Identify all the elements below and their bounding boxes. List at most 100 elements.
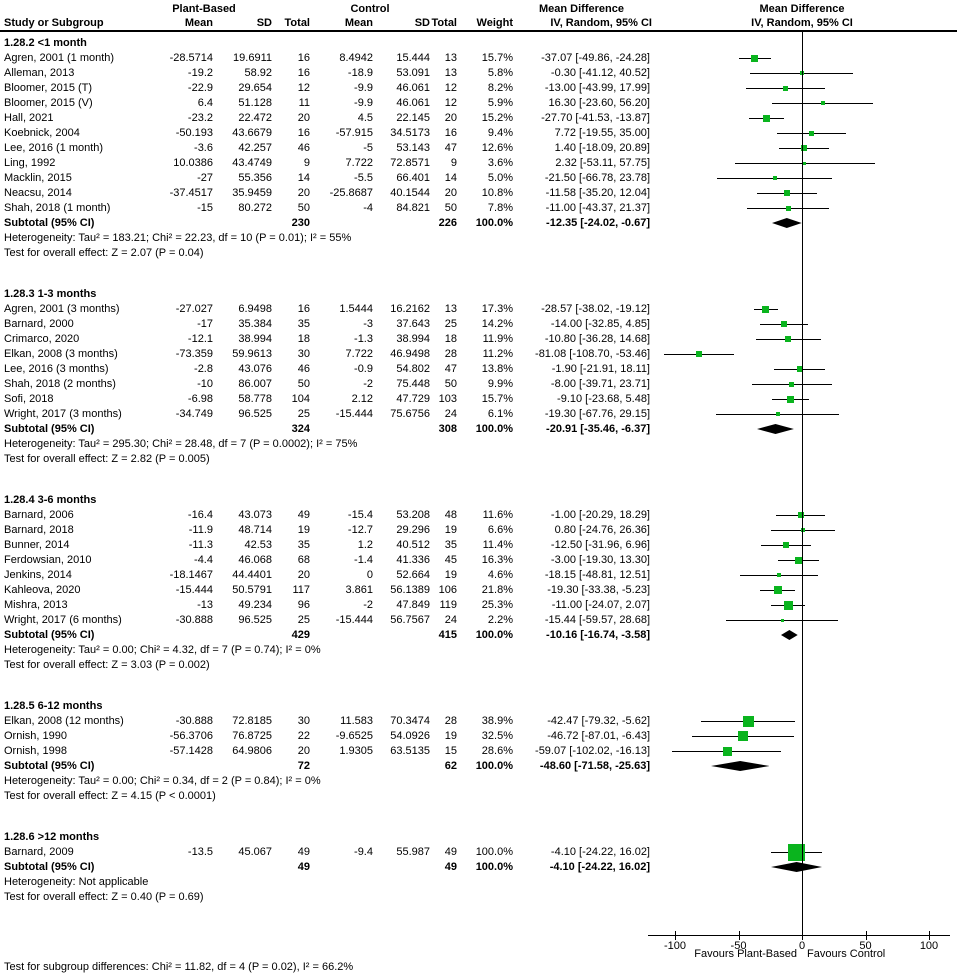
x-tick	[675, 931, 676, 940]
x-tick	[802, 931, 803, 940]
mean-control: -12.7	[347, 524, 373, 536]
total-plant: 30	[297, 348, 310, 360]
section-label: 1.28.6 >12 months	[4, 831, 100, 843]
md-ci-text: -8.00 [-39.71, 23.71]	[550, 378, 650, 390]
sd-control: 53.091	[396, 67, 430, 79]
md-ci-text: -37.07 [-49.86, -24.28]	[541, 52, 650, 64]
effect-square	[784, 190, 791, 196]
study-name: Ling, 1992	[4, 157, 56, 169]
mean-plant: -2.8	[194, 363, 213, 375]
mean-control: 0	[366, 569, 373, 581]
sd-plant: 44.4401	[232, 569, 272, 581]
study-row: Wright, 2017 (3 months) -34.749 96.525 25 -1…	[0, 407, 660, 422]
effect-square	[786, 395, 794, 403]
effect-square	[781, 321, 788, 327]
heterogeneity-row: Heterogeneity: Tau² = 0.00; Chi² = 4.32,…	[0, 643, 660, 658]
md-ci-text: -15.44 [-59.57, 28.68]	[544, 614, 650, 626]
mean-control: -2	[363, 599, 373, 611]
total-control: 19	[444, 730, 457, 742]
mean-control: 7.722	[345, 157, 373, 169]
sd-plant: 45.067	[238, 846, 272, 858]
sd-plant: 59.9613	[232, 348, 272, 360]
weight: 14.2%	[481, 318, 513, 330]
study-name: Shah, 2018 (1 month)	[4, 202, 111, 214]
total-control: 49	[444, 846, 457, 858]
sd-plant: 96.525	[238, 408, 272, 420]
sd-control: 63.5135	[390, 745, 430, 757]
mean-control: 4.5	[357, 112, 373, 124]
study-row: Kahleova, 2020 -15.444 50.5791 117 3.861 56.1…	[0, 583, 660, 598]
study-name: Lee, 2016 (3 months)	[4, 363, 109, 375]
study-name: Lee, 2016 (1 month)	[4, 142, 104, 154]
sd-plant: 48.714	[238, 524, 272, 536]
weight: 9.4%	[487, 127, 513, 139]
effect-square	[794, 556, 802, 564]
mean-control: -9.9	[354, 82, 373, 94]
sd-plant: 96.525	[238, 614, 272, 626]
mean-plant: -13.5	[187, 846, 213, 858]
effect-square	[789, 381, 795, 387]
mean-plant: -34.749	[175, 408, 213, 420]
weight: 5.8%	[487, 67, 513, 79]
effect-square	[762, 305, 770, 313]
study-row: Macklin, 2015 -27 55.356 14 -5.5 66.401 14 5.0%…	[0, 171, 660, 186]
subtotal-diamond	[711, 761, 770, 771]
heterogeneity-row: Heterogeneity: Tau² = 295.30; Chi² = 28.…	[0, 437, 660, 452]
weight: 4.6%	[487, 569, 513, 581]
sd-plant: 35.384	[238, 318, 272, 330]
total-plant: 117	[292, 584, 310, 596]
sd-control: 75.448	[396, 378, 430, 390]
zero-line	[802, 32, 803, 935]
mean-plant: -10	[197, 378, 213, 390]
sd-control: 75.6756	[390, 408, 430, 420]
effect-square	[783, 600, 793, 610]
overall-effect-row: Test for overall effect: Z = 2.07 (P = 0…	[0, 246, 660, 261]
total-control: 18	[444, 333, 457, 345]
sd-plant: 19.6911	[233, 52, 272, 64]
study-name: Hall, 2021	[4, 112, 54, 124]
header-total-control: Total	[431, 17, 457, 29]
sd-control: 34.5173	[390, 127, 430, 139]
study-name: Elkan, 2008 (12 months)	[4, 715, 124, 727]
study-name: Agren, 2001 (1 month)	[4, 52, 115, 64]
study-row: Barnard, 2000 -17 35.384 35 -3 37.643 25 14.2% -…	[0, 317, 660, 332]
subtotal-diamond	[780, 630, 798, 640]
sd-plant: 43.6679	[232, 127, 272, 139]
subtotal-weight: 100.0%	[475, 861, 513, 873]
header-method-plot: IV, Random, 95% CI	[751, 17, 853, 29]
total-plant: 96	[297, 599, 310, 611]
subtotal-label: Subtotal (95% CI)	[4, 629, 95, 641]
header-weight: Weight	[476, 17, 513, 29]
sd-control: 46.061	[396, 82, 430, 94]
overall-effect-text: Test for overall effect: Z = 0.40 (P = 0…	[4, 891, 204, 903]
sd-plant: 43.073	[238, 509, 272, 521]
mean-plant: -50.193	[175, 127, 213, 139]
sd-control: 53.143	[396, 142, 430, 154]
total-control: 13	[444, 67, 457, 79]
study-row: Lee, 2016 (3 months) -2.8 43.076 46 -0.9 54.8…	[0, 362, 660, 377]
section-label-row: 1.28.6 >12 months	[0, 830, 660, 845]
sd-plant: 58.778	[238, 393, 272, 405]
heterogeneity-text: Heterogeneity: Tau² = 0.00; Chi² = 0.34,…	[4, 775, 321, 787]
effect-square	[772, 176, 777, 180]
mean-plant: -37.4517	[169, 187, 213, 199]
study-row: Ferdowsian, 2010 -4.4 46.068 68 -1.4 41.336 45…	[0, 553, 660, 568]
study-name: Barnard, 2009	[4, 846, 74, 858]
subtotal-md-ci-text: -48.60 [-71.58, -25.63]	[539, 760, 650, 772]
section-label: 1.28.2 <1 month	[4, 37, 87, 49]
sd-plant: 43.4749	[232, 157, 272, 169]
total-plant: 68	[297, 554, 310, 566]
subtotal-diamond	[757, 424, 794, 434]
total-control: 13	[444, 303, 457, 315]
study-row: Barnard, 2006 -16.4 43.073 49 -15.4 53.208 48 1…	[0, 508, 660, 523]
sd-control: 46.9498	[390, 348, 430, 360]
header-plant-based-group: Plant-Based	[172, 3, 236, 15]
heterogeneity-text: Heterogeneity: Not applicable	[4, 876, 149, 888]
total-plant: 35	[297, 539, 310, 551]
md-ci-text: -11.58 [-35.20, 12.04]	[545, 187, 650, 199]
mean-plant: -18.1467	[169, 569, 213, 581]
study-name: Ferdowsian, 2010	[4, 554, 92, 566]
total-plant: 35	[297, 318, 310, 330]
header-method-text: IV, Random, 95% CI	[550, 17, 652, 29]
mean-plant: -11.3	[188, 539, 213, 551]
